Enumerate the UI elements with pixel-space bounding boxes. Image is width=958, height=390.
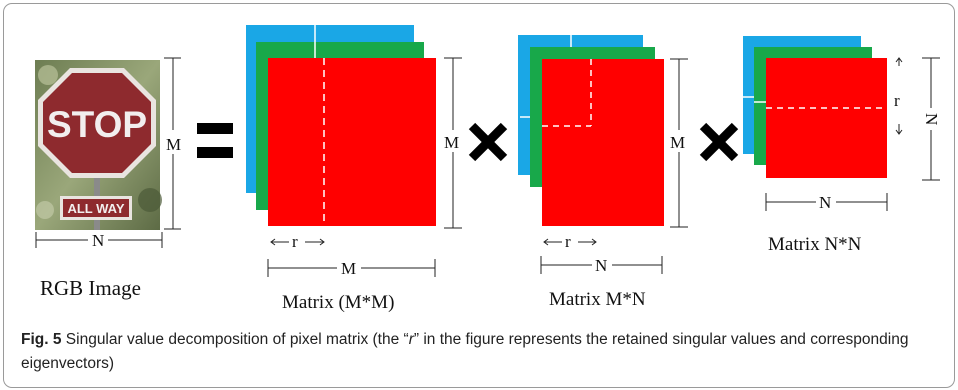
matrix-s-width-label: N — [595, 256, 607, 275]
matrix-s-title: Matrix M*N — [549, 289, 646, 310]
matrix-v-r-label: r — [894, 91, 900, 110]
image-width-label: N — [92, 231, 104, 250]
matrix-u-height-label: M — [444, 133, 459, 152]
matrix-s-width-bracket — [540, 256, 663, 274]
rgb-image-photo: STOP ALL WAY — [35, 60, 162, 230]
matrix-s-height-bracket — [670, 58, 688, 228]
caption-text-end: ” in the figure represents the retained … — [21, 331, 909, 372]
matrix-v-width-bracket — [765, 193, 888, 211]
matrix-u-width-bracket — [267, 259, 436, 277]
times-icon — [468, 122, 508, 162]
stop-sign-icon: STOP — [38, 68, 156, 178]
matrix-v-red-layer — [766, 58, 887, 178]
matrix-u-height-bracket — [444, 57, 462, 229]
matrix-u-r-label: r — [292, 232, 298, 251]
figure-caption: Fig. 5 Singular value decomposition of p… — [21, 328, 941, 376]
matrix-s-stack — [518, 35, 664, 226]
matrix-s-height-label: M — [670, 133, 685, 152]
caption-text: Singular value decomposition of pixel ma… — [61, 331, 409, 348]
matrix-v-height-bracket — [922, 57, 940, 181]
times-icon — [699, 122, 739, 162]
image-height-label: M — [166, 135, 181, 154]
matrix-u-title: Matrix (M*M) — [282, 292, 394, 313]
all-way-plate: ALL WAY — [60, 196, 132, 220]
caption-r: r — [408, 331, 414, 348]
matrix-s-r-arrow — [543, 238, 597, 246]
matrix-v-stack — [743, 36, 887, 178]
image-height-bracket — [164, 57, 181, 230]
matrix-v-title: Matrix N*N — [768, 234, 862, 255]
matrix-v-width-label: N — [819, 193, 831, 212]
matrix-u-r-arrow — [270, 238, 325, 246]
matrix-u-width-label: M — [341, 259, 356, 278]
caption-label: Fig. 5 — [21, 331, 62, 348]
equals-icon — [197, 123, 233, 158]
matrix-u-stack — [246, 25, 436, 226]
matrix-s-r-label: r — [565, 232, 571, 251]
matrix-s-red-layer — [542, 59, 664, 226]
image-width-bracket — [35, 232, 163, 248]
matrix-v-r-arrow — [895, 57, 903, 135]
all-way-text: ALL WAY — [67, 201, 124, 216]
matrix-v-height-label: N — [922, 113, 941, 125]
rgb-image-label: RGB Image — [40, 276, 141, 300]
stop-sign-text: STOP — [47, 104, 147, 145]
matrix-u-red-layer — [268, 58, 436, 226]
